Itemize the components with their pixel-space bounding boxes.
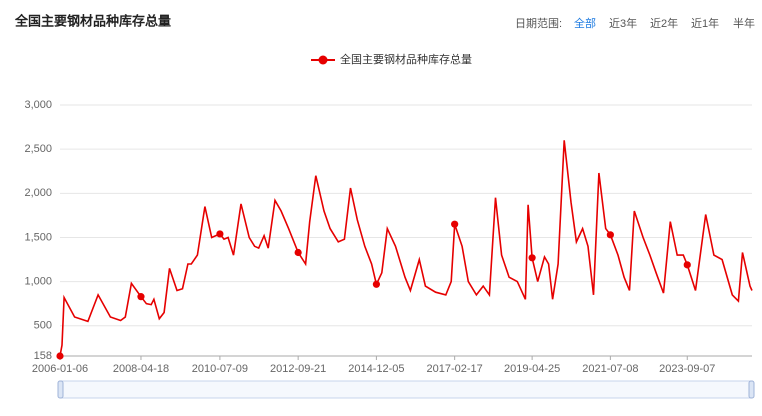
x-tick-label: 2023-09-07: [659, 363, 715, 375]
series-line: [59, 140, 753, 357]
y-tick-label: 500: [34, 320, 52, 332]
y-tick-label: 2,000: [24, 187, 52, 199]
x-tick-label: 2017-02-17: [427, 363, 483, 375]
range-option[interactable]: 近3年: [609, 16, 637, 30]
data-point: [216, 230, 224, 238]
range-option[interactable]: 近2年: [650, 16, 678, 30]
x-tick-label: 2010-07-09: [192, 363, 248, 375]
data-point: [451, 220, 459, 228]
x-tick-label: 2006-01-06: [32, 363, 88, 375]
x-tick-label: 2019-04-25: [504, 363, 560, 375]
data-point: [683, 261, 691, 269]
range-option[interactable]: 全部: [574, 16, 596, 30]
legend-label: 全国主要钢材品种库存总量: [340, 52, 472, 66]
data-point: [294, 248, 302, 257]
zoom-handle[interactable]: [57, 380, 64, 399]
data-point: [606, 231, 614, 239]
range-option[interactable]: 半年: [733, 16, 755, 30]
x-tick-label: 2021-07-08: [582, 363, 638, 375]
y-tick-label: 2,500: [24, 143, 52, 155]
range-option[interactable]: 近1年: [691, 16, 719, 30]
y-tick-label: 1,500: [24, 231, 52, 243]
y-tick-label: 1,000: [24, 276, 52, 288]
toolbar-label: 日期范围:: [515, 16, 562, 30]
x-tick-label: 2008-04-18: [113, 363, 169, 375]
legend-marker: [318, 55, 328, 65]
chart-title: 全国主要钢材品种库存总量: [14, 13, 171, 28]
data-point: [56, 352, 64, 360]
data-point: [528, 254, 536, 262]
x-tick-label: 2014-12-05: [348, 363, 404, 375]
y-tick-label: 158: [34, 350, 52, 362]
x-tick-label: 2012-09-21: [270, 363, 326, 375]
y-tick-label: 3,000: [24, 99, 52, 111]
data-point: [137, 293, 145, 301]
data-point: [372, 280, 381, 288]
zoom-slider[interactable]: [59, 380, 753, 399]
zoom-handle[interactable]: [748, 380, 755, 399]
